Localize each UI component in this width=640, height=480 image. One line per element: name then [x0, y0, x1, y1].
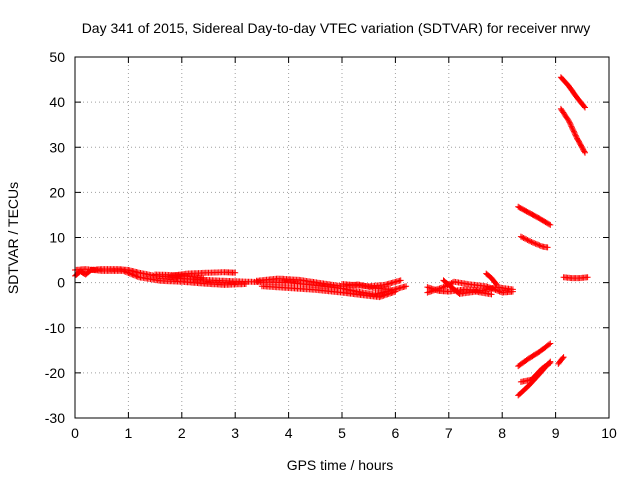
x-axis-label: GPS time / hours: [287, 457, 394, 473]
data-track: [517, 233, 551, 251]
x-tick-label: 6: [392, 425, 400, 441]
data-track: [483, 270, 500, 288]
data-track: [560, 274, 591, 282]
x-tick-label: 7: [445, 425, 453, 441]
data-point-markers: [517, 359, 554, 385]
data-point-markers: [557, 74, 588, 111]
x-tick-label: 5: [338, 425, 346, 441]
x-tick-label: 3: [231, 425, 239, 441]
data-track: [424, 278, 516, 296]
data-point-markers: [152, 271, 207, 282]
data-point-markers: [483, 270, 500, 288]
x-tick-label: 0: [71, 425, 79, 441]
y-tick-label: 40: [49, 94, 65, 110]
data-track: [258, 283, 399, 301]
data-track: [557, 105, 588, 156]
y-tick-label: 30: [49, 139, 65, 155]
y-tick-label: 0: [57, 275, 65, 291]
y-tick-label: 50: [49, 49, 65, 65]
data-point-markers: [557, 105, 588, 156]
x-tick-label: 4: [285, 425, 293, 441]
data-point-markers: [258, 283, 399, 301]
data-point-markers: [424, 278, 516, 296]
y-tick-label: -20: [45, 365, 65, 381]
y-tick-label: 10: [49, 230, 65, 246]
data-point-markers: [515, 203, 554, 228]
data-point-markers: [555, 354, 567, 367]
data-track: [557, 74, 588, 111]
data-point-markers: [515, 340, 554, 370]
data-point-markers: [440, 277, 495, 298]
data-track: [152, 271, 207, 282]
x-tick-label: 9: [552, 425, 560, 441]
x-tick-label: 8: [498, 425, 506, 441]
data-track: [517, 359, 554, 385]
y-tick-label: 20: [49, 184, 65, 200]
x-tick-label: 2: [178, 425, 186, 441]
data-track: [515, 340, 554, 370]
x-tick-label: 1: [125, 425, 133, 441]
data-track: [440, 277, 495, 298]
data-point-markers: [560, 274, 591, 282]
y-axis-label: SDTVAR / TECUs: [5, 182, 21, 294]
data-point-markers: [517, 233, 551, 251]
data-track: [555, 354, 567, 367]
ticks: 0 1 2 3 4 5 6 7 8 9 10 -30 -20 -10 0 10 20 30 40 50: [45, 49, 617, 441]
data-track: [339, 277, 404, 290]
y-tick-label: -30: [45, 410, 65, 426]
chart-title: Day 341 of 2015, Sidereal Day-to-day VTE…: [82, 20, 591, 36]
grid: [75, 57, 609, 418]
data-point-markers: [339, 277, 404, 290]
y-tick-label: -10: [45, 320, 65, 336]
data-track: [515, 203, 554, 228]
x-tick-label: 10: [601, 425, 617, 441]
